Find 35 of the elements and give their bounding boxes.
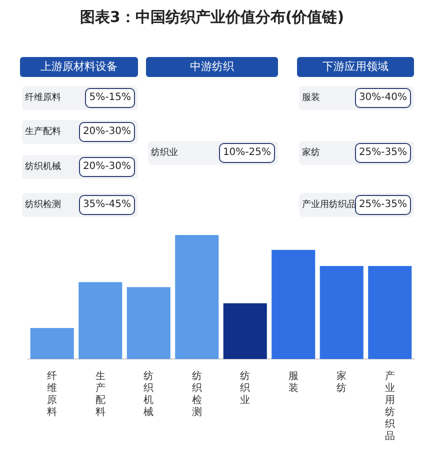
- text: 20%-30%: [78, 157, 135, 177]
- text: 纺织检测: [25, 198, 61, 212]
- x-tick-label: 产业用纺织品: [384, 370, 395, 442]
- text: 35%-45%: [78, 195, 135, 215]
- x-tick-label: 生产配料: [95, 370, 106, 418]
- x-tick-label: 纤维原料: [47, 370, 58, 418]
- text: 纤维原料: [25, 92, 61, 105]
- text: 生产配料: [25, 126, 61, 139]
- bar: [78, 282, 122, 359]
- text: 家纺: [302, 146, 320, 160]
- x-tick-label: 纺织检测: [192, 370, 202, 418]
- text: 纺织业: [151, 146, 178, 160]
- bar: [175, 235, 219, 359]
- x-tick-label: 纺织机械: [144, 370, 154, 418]
- text: 服装: [302, 92, 320, 105]
- x-tick-label: 服装: [288, 370, 298, 394]
- x-tick-label: 纺织业: [240, 370, 250, 406]
- text: 5%-15%: [85, 88, 135, 108]
- bar: [368, 266, 412, 359]
- bar: [320, 266, 364, 359]
- text: 中游纺织: [146, 57, 278, 77]
- text: 纺织机械: [25, 160, 61, 174]
- bar: [30, 328, 74, 359]
- chart-title: 图表3：中国纺织产业价值分布(价值链): [78, 8, 346, 27]
- text: 25%-35%: [354, 195, 411, 215]
- text: 30%-40%: [354, 88, 411, 108]
- text: 25%-35%: [354, 143, 411, 163]
- text: 上游原材料设备: [20, 57, 138, 77]
- text: 10%-25%: [218, 143, 275, 163]
- text: 20%-30%: [78, 122, 135, 142]
- bar: [126, 287, 170, 359]
- bar: [223, 303, 267, 359]
- text: 下游应用领域: [297, 57, 414, 77]
- bar: [272, 250, 316, 359]
- x-tick-label: 家纺: [336, 370, 347, 394]
